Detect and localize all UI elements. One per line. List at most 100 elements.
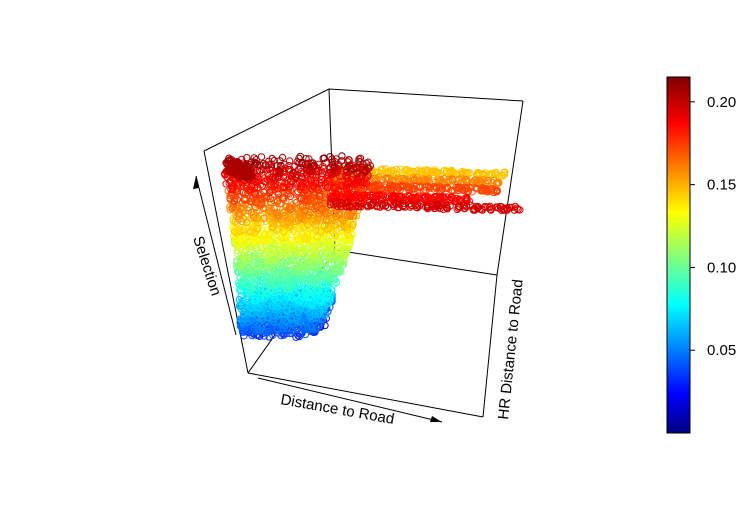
- data-point: [235, 171, 243, 179]
- data-point: [237, 237, 245, 246]
- data-point: [314, 196, 323, 205]
- legend-tick-label: 0.20: [707, 94, 736, 111]
- data-point: [302, 246, 310, 254]
- data-point: [349, 220, 357, 229]
- data-point: [287, 236, 296, 245]
- plot-box: [203, 88, 524, 418]
- data-point: [265, 177, 273, 185]
- data-point: [294, 312, 302, 320]
- data-point: [242, 215, 251, 224]
- data-point: [286, 165, 294, 174]
- data-point: [373, 202, 381, 211]
- data-point: [248, 284, 256, 292]
- x-axis-arrow: [257, 377, 443, 423]
- data-point: [285, 257, 293, 265]
- data-point: [325, 209, 333, 218]
- data-point: [481, 186, 489, 195]
- data-point: [236, 319, 244, 327]
- data-point: [250, 282, 258, 290]
- data-point: [236, 301, 245, 310]
- data-point: [253, 251, 262, 259]
- data-point: [259, 214, 268, 223]
- data-point: [478, 184, 487, 192]
- data-point: [230, 158, 239, 166]
- data-point: [305, 155, 313, 163]
- data-point: [361, 168, 369, 176]
- data-point: [287, 314, 295, 322]
- data-point: [269, 223, 278, 231]
- data-point: [240, 226, 248, 234]
- data-point: [362, 201, 370, 210]
- data-point: [399, 182, 407, 190]
- data-point: [233, 257, 241, 265]
- data-point: [295, 154, 303, 163]
- data-point: [346, 192, 354, 200]
- data-point: [239, 159, 248, 167]
- data-point: [277, 162, 285, 170]
- data-point: [312, 271, 320, 280]
- data-point: [240, 252, 248, 261]
- data-point: [247, 158, 256, 166]
- data-point: [289, 244, 297, 253]
- box-right-back-edge: [496, 100, 524, 276]
- data-point: [245, 266, 253, 274]
- data-point: [296, 213, 304, 222]
- color-legend: 0.05 0.10 0.15 0.20: [666, 76, 736, 434]
- data-point: [437, 175, 445, 184]
- data-point: [319, 154, 327, 163]
- data-point: [239, 235, 247, 244]
- data-point: [284, 218, 293, 226]
- data-point: [228, 204, 237, 212]
- data-point: [322, 293, 331, 301]
- data-point: [319, 187, 327, 196]
- data-point: [320, 286, 328, 294]
- data-point: [423, 202, 432, 211]
- data-point: [286, 282, 294, 291]
- data-point: [229, 202, 238, 211]
- data-point: [312, 244, 320, 253]
- data-point: [473, 185, 481, 193]
- data-point: [437, 186, 446, 194]
- data-point: [297, 260, 306, 269]
- data-point: [298, 230, 307, 238]
- data-point: [347, 179, 356, 188]
- data-point: [296, 224, 304, 232]
- data-point: [293, 189, 301, 197]
- data-point: [238, 314, 246, 322]
- data-point: [495, 179, 503, 187]
- data-point: [358, 165, 367, 174]
- data-point: [281, 160, 289, 169]
- data-point: [316, 227, 324, 236]
- data-point: [513, 204, 521, 213]
- color-legend-bar: [666, 76, 691, 434]
- data-point: [257, 153, 266, 161]
- data-point: [362, 179, 371, 187]
- data-point: [287, 177, 295, 186]
- data-point: [245, 175, 253, 184]
- data-point: [331, 231, 339, 239]
- data-point: [267, 248, 275, 256]
- data-point: [286, 269, 294, 277]
- data-point: [320, 258, 329, 266]
- data-point: [364, 164, 372, 173]
- data-point: [391, 192, 399, 200]
- data-point: [338, 172, 346, 181]
- data-point: [454, 183, 462, 191]
- data-point: [423, 166, 432, 174]
- data-point: [260, 160, 268, 168]
- data-point: [286, 221, 294, 229]
- data-point: [338, 257, 347, 265]
- data-point: [253, 261, 262, 270]
- data-point: [271, 288, 279, 296]
- data-point: [306, 308, 314, 316]
- data-point: [462, 175, 470, 184]
- data-point: [343, 199, 351, 207]
- data-point: [346, 211, 354, 219]
- data-point: [469, 206, 478, 214]
- data-point: [308, 185, 317, 193]
- data-point: [439, 205, 448, 214]
- data-point: [412, 203, 421, 212]
- data-point: [249, 279, 258, 287]
- data-point: [310, 261, 318, 270]
